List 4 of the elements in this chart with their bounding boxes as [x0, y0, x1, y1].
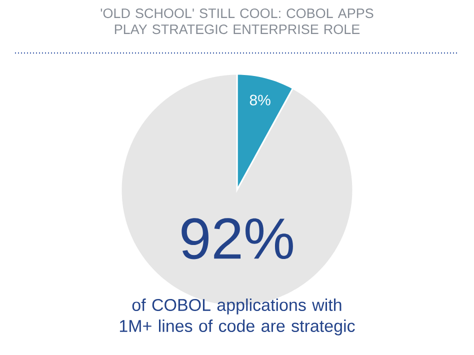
chart-title: 'OLD SCHOOL' STILL COOL: COBOL APPS PLAY STRATEGIC ENTERPRISE ROLE — [100, 8, 374, 34]
text: of COBOL applications with 1M+ lines of code are strategic — [120, 298, 355, 336]
data-label: 92% — [182, 218, 293, 260]
data-label: 8% — [250, 94, 270, 106]
